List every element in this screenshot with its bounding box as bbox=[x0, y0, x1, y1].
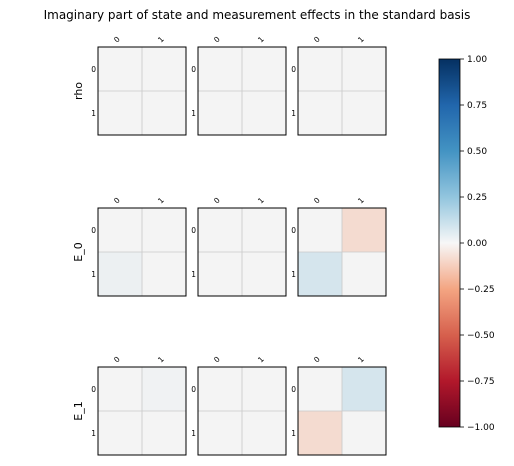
colorbar-tick-label: 1.00 bbox=[467, 55, 487, 65]
y-tick-label: 0 bbox=[191, 65, 196, 74]
y-tick-label: 0 bbox=[91, 65, 96, 74]
x-tick-label: 1 bbox=[356, 35, 366, 45]
y-tick-label: 0 bbox=[291, 226, 296, 235]
colorbar: 1.00 0.75 0.50 0.25 0.00 −0.25 −0.50 −0.75 −1.00 bbox=[439, 55, 495, 433]
panel-1-1: 0 1 0 1 bbox=[191, 196, 286, 296]
panel-2-2: 0 1 0 1 bbox=[291, 355, 386, 455]
heatmap-cell bbox=[198, 411, 242, 455]
x-tick-label: 0 bbox=[112, 35, 122, 45]
x-tick-label: 0 bbox=[312, 35, 322, 45]
panel-0-0: 0 1 0 1 bbox=[91, 35, 186, 135]
heatmap-cell bbox=[142, 367, 186, 411]
y-tick-label: 0 bbox=[191, 385, 196, 394]
heatmap-cell bbox=[298, 91, 342, 135]
panel-0-1: 0 1 0 1 bbox=[191, 35, 286, 135]
y-tick-label: 1 bbox=[291, 270, 296, 279]
x-tick-label: 0 bbox=[212, 196, 222, 206]
colorbar-tick-label: −0.50 bbox=[467, 331, 495, 341]
heatmap-cell bbox=[142, 252, 186, 296]
y-tick-label: 1 bbox=[91, 109, 96, 118]
heatmap-cell bbox=[198, 47, 242, 91]
heatmap-cell bbox=[298, 252, 342, 296]
heatmap-cell bbox=[142, 411, 186, 455]
heatmap-cell bbox=[198, 208, 242, 252]
heatmap-cell bbox=[242, 367, 286, 411]
x-tick-label: 1 bbox=[156, 355, 166, 365]
x-tick-label: 1 bbox=[256, 196, 266, 206]
y-tick-label: 1 bbox=[291, 109, 296, 118]
x-tick-label: 0 bbox=[312, 355, 322, 365]
heatmap-cell bbox=[98, 47, 142, 91]
heatmap-cell bbox=[142, 91, 186, 135]
colorbar-tick-label: −0.25 bbox=[467, 285, 495, 295]
heatmap-cell bbox=[342, 367, 386, 411]
heatmap-cell bbox=[198, 252, 242, 296]
heatmap-cell bbox=[142, 208, 186, 252]
heatmap-cell bbox=[298, 411, 342, 455]
colorbar-tick-label: 0.25 bbox=[467, 193, 487, 203]
heatmap-cell bbox=[142, 47, 186, 91]
x-tick-label: 0 bbox=[312, 196, 322, 206]
panel-1-0: 0 1 0 1 bbox=[91, 196, 186, 296]
heatmap-cell bbox=[98, 252, 142, 296]
colorbar-tick-label: −1.00 bbox=[467, 423, 495, 433]
x-tick-label: 1 bbox=[356, 355, 366, 365]
y-tick-label: 0 bbox=[191, 226, 196, 235]
row-label-rho: rho bbox=[72, 82, 85, 100]
y-tick-label: 0 bbox=[291, 65, 296, 74]
x-tick-label: 1 bbox=[356, 196, 366, 206]
heatmap-cell bbox=[242, 252, 286, 296]
colorbar-tick-label: −0.75 bbox=[467, 377, 495, 387]
heatmap-cell bbox=[198, 91, 242, 135]
y-tick-label: 1 bbox=[191, 429, 196, 438]
y-tick-label: 0 bbox=[91, 385, 96, 394]
row-label-e-1: E_1 bbox=[72, 401, 85, 420]
y-tick-label: 0 bbox=[91, 226, 96, 235]
heatmap-cell bbox=[342, 411, 386, 455]
heatmap-cell bbox=[298, 47, 342, 91]
heatmap-cell bbox=[342, 47, 386, 91]
x-tick-label: 0 bbox=[112, 355, 122, 365]
panel-0-2: 0 1 0 1 bbox=[291, 35, 386, 135]
heatmap-cell bbox=[342, 252, 386, 296]
colorbar-gradient bbox=[439, 59, 460, 427]
y-tick-label: 1 bbox=[91, 429, 96, 438]
row-label-e-0: E_0 bbox=[72, 242, 85, 261]
x-tick-label: 1 bbox=[256, 35, 266, 45]
x-tick-label: 1 bbox=[156, 35, 166, 45]
panel-1-2: 0 1 0 1 bbox=[291, 196, 386, 296]
y-tick-label: 0 bbox=[291, 385, 296, 394]
heatmap-cell bbox=[298, 208, 342, 252]
chart-title: Imaginary part of state and measurement … bbox=[44, 8, 471, 22]
colorbar-tick-label: 0.00 bbox=[467, 239, 487, 249]
x-tick-label: 0 bbox=[112, 196, 122, 206]
y-tick-label: 1 bbox=[291, 429, 296, 438]
heatmap-cell bbox=[242, 208, 286, 252]
heatmap-cell bbox=[242, 47, 286, 91]
heatmap-cell bbox=[98, 367, 142, 411]
x-tick-label: 0 bbox=[212, 35, 222, 45]
heatmap-cell bbox=[342, 208, 386, 252]
y-tick-label: 1 bbox=[191, 270, 196, 279]
x-tick-label: 1 bbox=[256, 355, 266, 365]
panel-2-1: 0 1 0 1 bbox=[191, 355, 286, 455]
colorbar-tick-label: 0.75 bbox=[467, 101, 487, 111]
heatmap-cell bbox=[342, 91, 386, 135]
heatmap-cell bbox=[98, 208, 142, 252]
heatmap-cell bbox=[242, 411, 286, 455]
heatmap-cell bbox=[198, 367, 242, 411]
colorbar-tick-label: 0.50 bbox=[467, 147, 487, 157]
x-tick-label: 1 bbox=[156, 196, 166, 206]
heatmap-cell bbox=[98, 91, 142, 135]
heatmap-cell bbox=[242, 91, 286, 135]
y-tick-label: 1 bbox=[191, 109, 196, 118]
panel-2-0: 0 1 0 1 bbox=[91, 355, 186, 455]
heatmap-cell bbox=[298, 367, 342, 411]
y-tick-label: 1 bbox=[91, 270, 96, 279]
heatmap-cell bbox=[98, 411, 142, 455]
x-tick-label: 0 bbox=[212, 355, 222, 365]
